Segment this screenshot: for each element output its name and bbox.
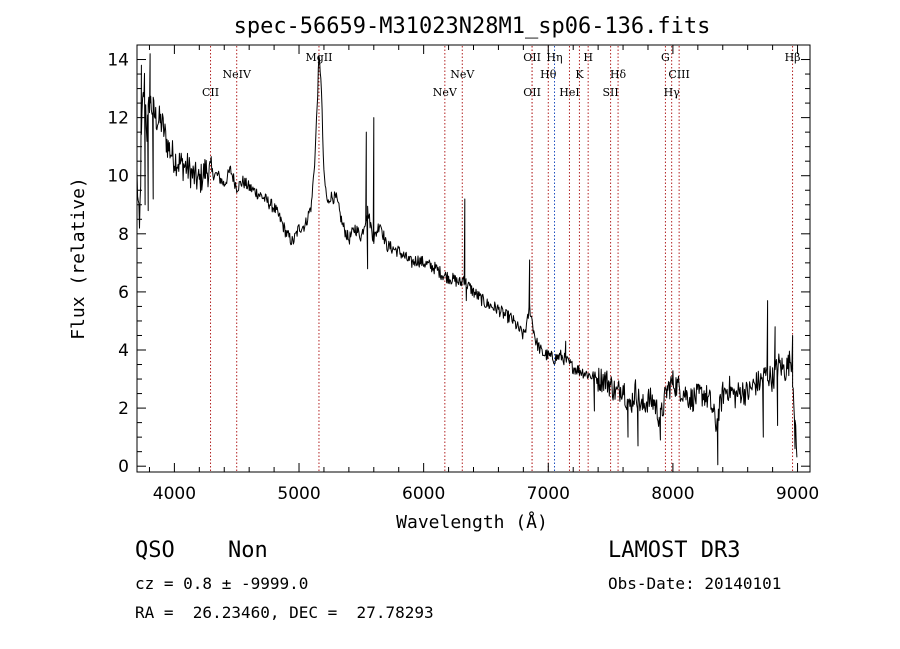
x-tick-label: 8000 xyxy=(651,484,694,504)
marker-label: Hδ xyxy=(610,68,627,81)
marker-label: OII xyxy=(523,86,541,99)
marker-label: CIII xyxy=(668,68,689,81)
x-axis-label: Wavelength (Å) xyxy=(396,511,548,533)
marker-label: CII xyxy=(202,86,219,99)
line-marker-g: G xyxy=(661,46,670,471)
line-marker-hθ: Hθ xyxy=(540,46,557,471)
marker-label: HeI xyxy=(559,86,579,99)
cz-value: cz = 0.8 ± -9999.0 xyxy=(135,574,309,593)
line-marker-mgii: MgII xyxy=(305,46,332,471)
line-marker-neiv: NeIV xyxy=(222,46,252,471)
line-marker-hγ: Hγ xyxy=(664,46,681,471)
obs-date: Obs-Date: 20140101 xyxy=(608,574,782,593)
marker-label: Hη xyxy=(546,51,562,64)
plot-frame xyxy=(136,44,811,473)
y-tick-label: 6 xyxy=(118,283,129,303)
y-tick-label: 14 xyxy=(107,51,129,71)
y-tick-label: 0 xyxy=(118,457,129,477)
chart-title: spec-56659-M31023N28M1_sp06-136.fits xyxy=(234,14,711,39)
object-class: QSO xyxy=(135,538,175,563)
line-marker-k: K xyxy=(575,46,584,471)
line-marker-ciii: CIII xyxy=(668,46,690,471)
survey-name: LAMOST DR3 xyxy=(608,538,741,563)
line-marker-hβ: Hβ xyxy=(785,46,801,471)
y-tick-label: 8 xyxy=(118,225,129,245)
y-axis-label: Flux (relative) xyxy=(68,177,89,340)
marker-label: G xyxy=(661,51,670,64)
line-marker-hη: Hη xyxy=(546,46,563,471)
line-marker-cii: CII xyxy=(202,46,219,471)
y-tick-label: 2 xyxy=(118,399,129,419)
y-tick-label: 4 xyxy=(118,341,129,361)
line-marker-oii: OII xyxy=(523,46,541,471)
ra-dec-value: RA = 26.23460, DEC = 27.78293 xyxy=(135,603,434,622)
marker-label: SII xyxy=(602,86,618,99)
marker-label: NeV xyxy=(433,86,458,99)
axis-ticks: 4000 5000 6000 7000 8000 9000 0 2 4 6 8 10 12 14 xyxy=(107,45,819,504)
line-marker-h: H xyxy=(583,46,593,471)
object-subclass: Non xyxy=(228,538,268,563)
line-marker-hei: HeI xyxy=(559,46,580,471)
line-marker-nev: NeV xyxy=(433,46,458,471)
marker-label: Hθ xyxy=(540,68,557,81)
line-marker-nev: NeV xyxy=(450,46,475,471)
marker-label: NeV xyxy=(450,68,475,81)
x-tick-label: 4000 xyxy=(153,484,196,504)
marker-label: K xyxy=(575,68,584,81)
x-tick-label: 6000 xyxy=(402,484,445,504)
x-tick-label: 5000 xyxy=(277,484,320,504)
line-marker-hδ: Hδ xyxy=(610,46,627,471)
marker-label: Hγ xyxy=(664,86,681,99)
line-marker-sii: SII xyxy=(602,46,619,471)
spectrum-line xyxy=(136,53,798,466)
marker-label: Hβ xyxy=(785,51,801,64)
x-tick-label: 7000 xyxy=(527,484,570,504)
marker-label: H xyxy=(583,51,593,64)
y-tick-label: 10 xyxy=(107,167,129,187)
x-tick-label: 9000 xyxy=(776,484,819,504)
y-tick-label: 12 xyxy=(107,109,129,129)
marker-label: NeIV xyxy=(222,68,251,81)
line-markers: CIINeIVMgIINeVNeVOIIOIIHθHηHeIKHSIIHδGHγ… xyxy=(202,46,801,471)
